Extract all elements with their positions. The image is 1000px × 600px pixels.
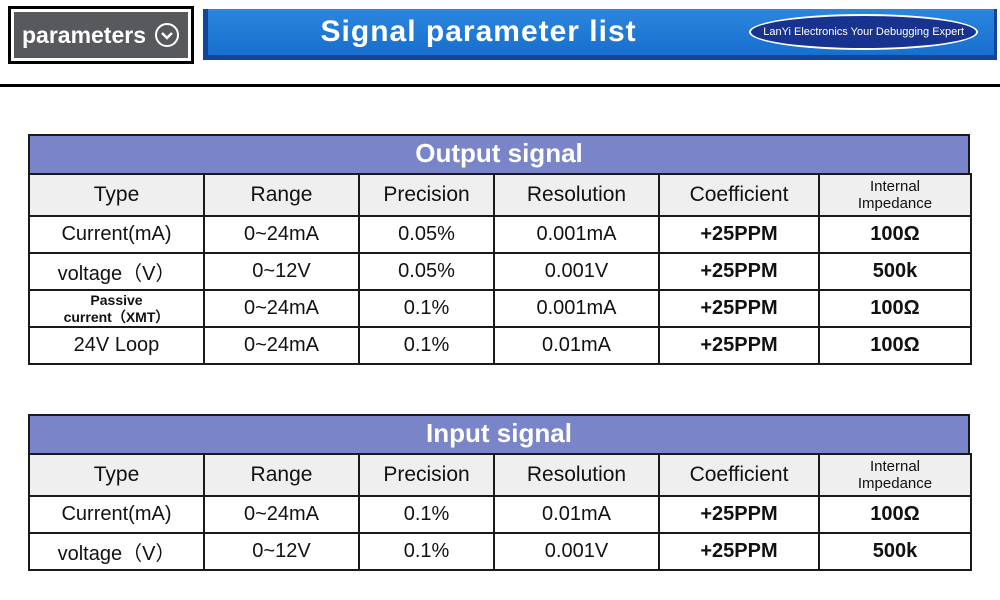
input-table-grid: Type Range Precision Resolution Coeffici… xyxy=(28,453,972,571)
cell-impedance: 100Ω xyxy=(818,495,972,534)
col-header-type: Type xyxy=(28,173,205,217)
cell-coefficient: +25PPM xyxy=(658,326,820,365)
output-signal-table: Output signal Type Range Precision Resol… xyxy=(28,134,972,365)
table-row: Current(mA) 0~24mA 0.1% 0.01mA +25PPM 10… xyxy=(28,495,972,534)
cell-precision: 0.05% xyxy=(358,252,495,291)
table-row: voltage（V） 0~12V 0.1% 0.001V +25PPM 500k xyxy=(28,532,972,571)
page-title: Signal parameter list xyxy=(320,15,637,48)
output-header-row: Type Range Precision Resolution Coeffici… xyxy=(28,173,972,217)
input-signal-table: Input signal Type Range Precision Resolu… xyxy=(28,414,972,571)
cell-range: 0~24mA xyxy=(203,215,360,254)
output-table-grid: Type Range Precision Resolution Coeffici… xyxy=(28,173,972,365)
col-header-resolution: Resolution xyxy=(493,453,660,497)
parameters-dropdown[interactable]: parameters xyxy=(8,6,194,64)
col-header-precision: Precision xyxy=(358,173,495,217)
cell-coefficient: +25PPM xyxy=(658,289,820,328)
chevron-down-icon xyxy=(154,22,180,48)
col-header-coefficient: Coefficient xyxy=(658,453,820,497)
col-header-range: Range xyxy=(203,453,360,497)
cell-precision: 0.1% xyxy=(358,495,495,534)
cell-range: 0~24mA xyxy=(203,495,360,534)
cell-coefficient: +25PPM xyxy=(658,252,820,291)
cell-precision: 0.1% xyxy=(358,289,495,328)
cell-coefficient: +25PPM xyxy=(658,495,820,534)
brand-badge-text: LanYi Electronics Your Debugging Expert xyxy=(763,26,964,38)
cell-precision: 0.05% xyxy=(358,215,495,254)
cell-precision: 0.1% xyxy=(358,326,495,365)
cell-resolution: 0.01mA xyxy=(493,495,660,534)
cell-type: Current(mA) xyxy=(28,495,205,534)
cell-type: 24V Loop xyxy=(28,326,205,365)
input-table-title: Input signal xyxy=(28,414,970,453)
output-table-title: Output signal xyxy=(28,134,970,173)
cell-resolution: 0.001V xyxy=(493,252,660,291)
cell-impedance: 100Ω xyxy=(818,215,972,254)
cell-type: voltage（V） xyxy=(28,532,205,571)
cell-range: 0~24mA xyxy=(203,289,360,328)
title-banner: Signal parameter list LanYi Electronics … xyxy=(203,9,997,60)
cell-range: 0~12V xyxy=(203,532,360,571)
cell-range: 0~12V xyxy=(203,252,360,291)
table-row: Current(mA) 0~24mA 0.05% 0.001mA +25PPM … xyxy=(28,215,972,254)
cell-impedance: 500k xyxy=(818,252,972,291)
parameters-label: parameters xyxy=(21,21,147,48)
cell-impedance: 100Ω xyxy=(818,289,972,328)
cell-precision: 0.1% xyxy=(358,532,495,571)
header-divider xyxy=(0,84,1000,87)
cell-range: 0~24mA xyxy=(203,326,360,365)
table-row: voltage（V） 0~12V 0.05% 0.001V +25PPM 500… xyxy=(28,252,972,291)
cell-resolution: 0.01mA xyxy=(493,326,660,365)
cell-resolution: 0.001mA xyxy=(493,289,660,328)
cell-type: Passive current（XMT） xyxy=(28,289,205,328)
cell-coefficient: +25PPM xyxy=(658,215,820,254)
cell-resolution: 0.001V xyxy=(493,532,660,571)
cell-type: voltage（V） xyxy=(28,252,205,291)
col-header-impedance: Internal Impedance xyxy=(818,453,972,497)
brand-badge: LanYi Electronics Your Debugging Expert xyxy=(749,14,978,50)
col-header-range: Range xyxy=(203,173,360,217)
table-row: 24V Loop 0~24mA 0.1% 0.01mA +25PPM 100Ω xyxy=(28,326,972,365)
col-header-type: Type xyxy=(28,453,205,497)
col-header-precision: Precision xyxy=(358,453,495,497)
col-header-resolution: Resolution xyxy=(493,173,660,217)
table-row: Passive current（XMT） 0~24mA 0.1% 0.001mA… xyxy=(28,289,972,328)
input-header-row: Type Range Precision Resolution Coeffici… xyxy=(28,453,972,497)
cell-impedance: 100Ω xyxy=(818,326,972,365)
col-header-coefficient: Coefficient xyxy=(658,173,820,217)
cell-resolution: 0.001mA xyxy=(493,215,660,254)
cell-type: Current(mA) xyxy=(28,215,205,254)
cell-coefficient: +25PPM xyxy=(658,532,820,571)
col-header-impedance: Internal Impedance xyxy=(818,173,972,217)
cell-impedance: 500k xyxy=(818,532,972,571)
